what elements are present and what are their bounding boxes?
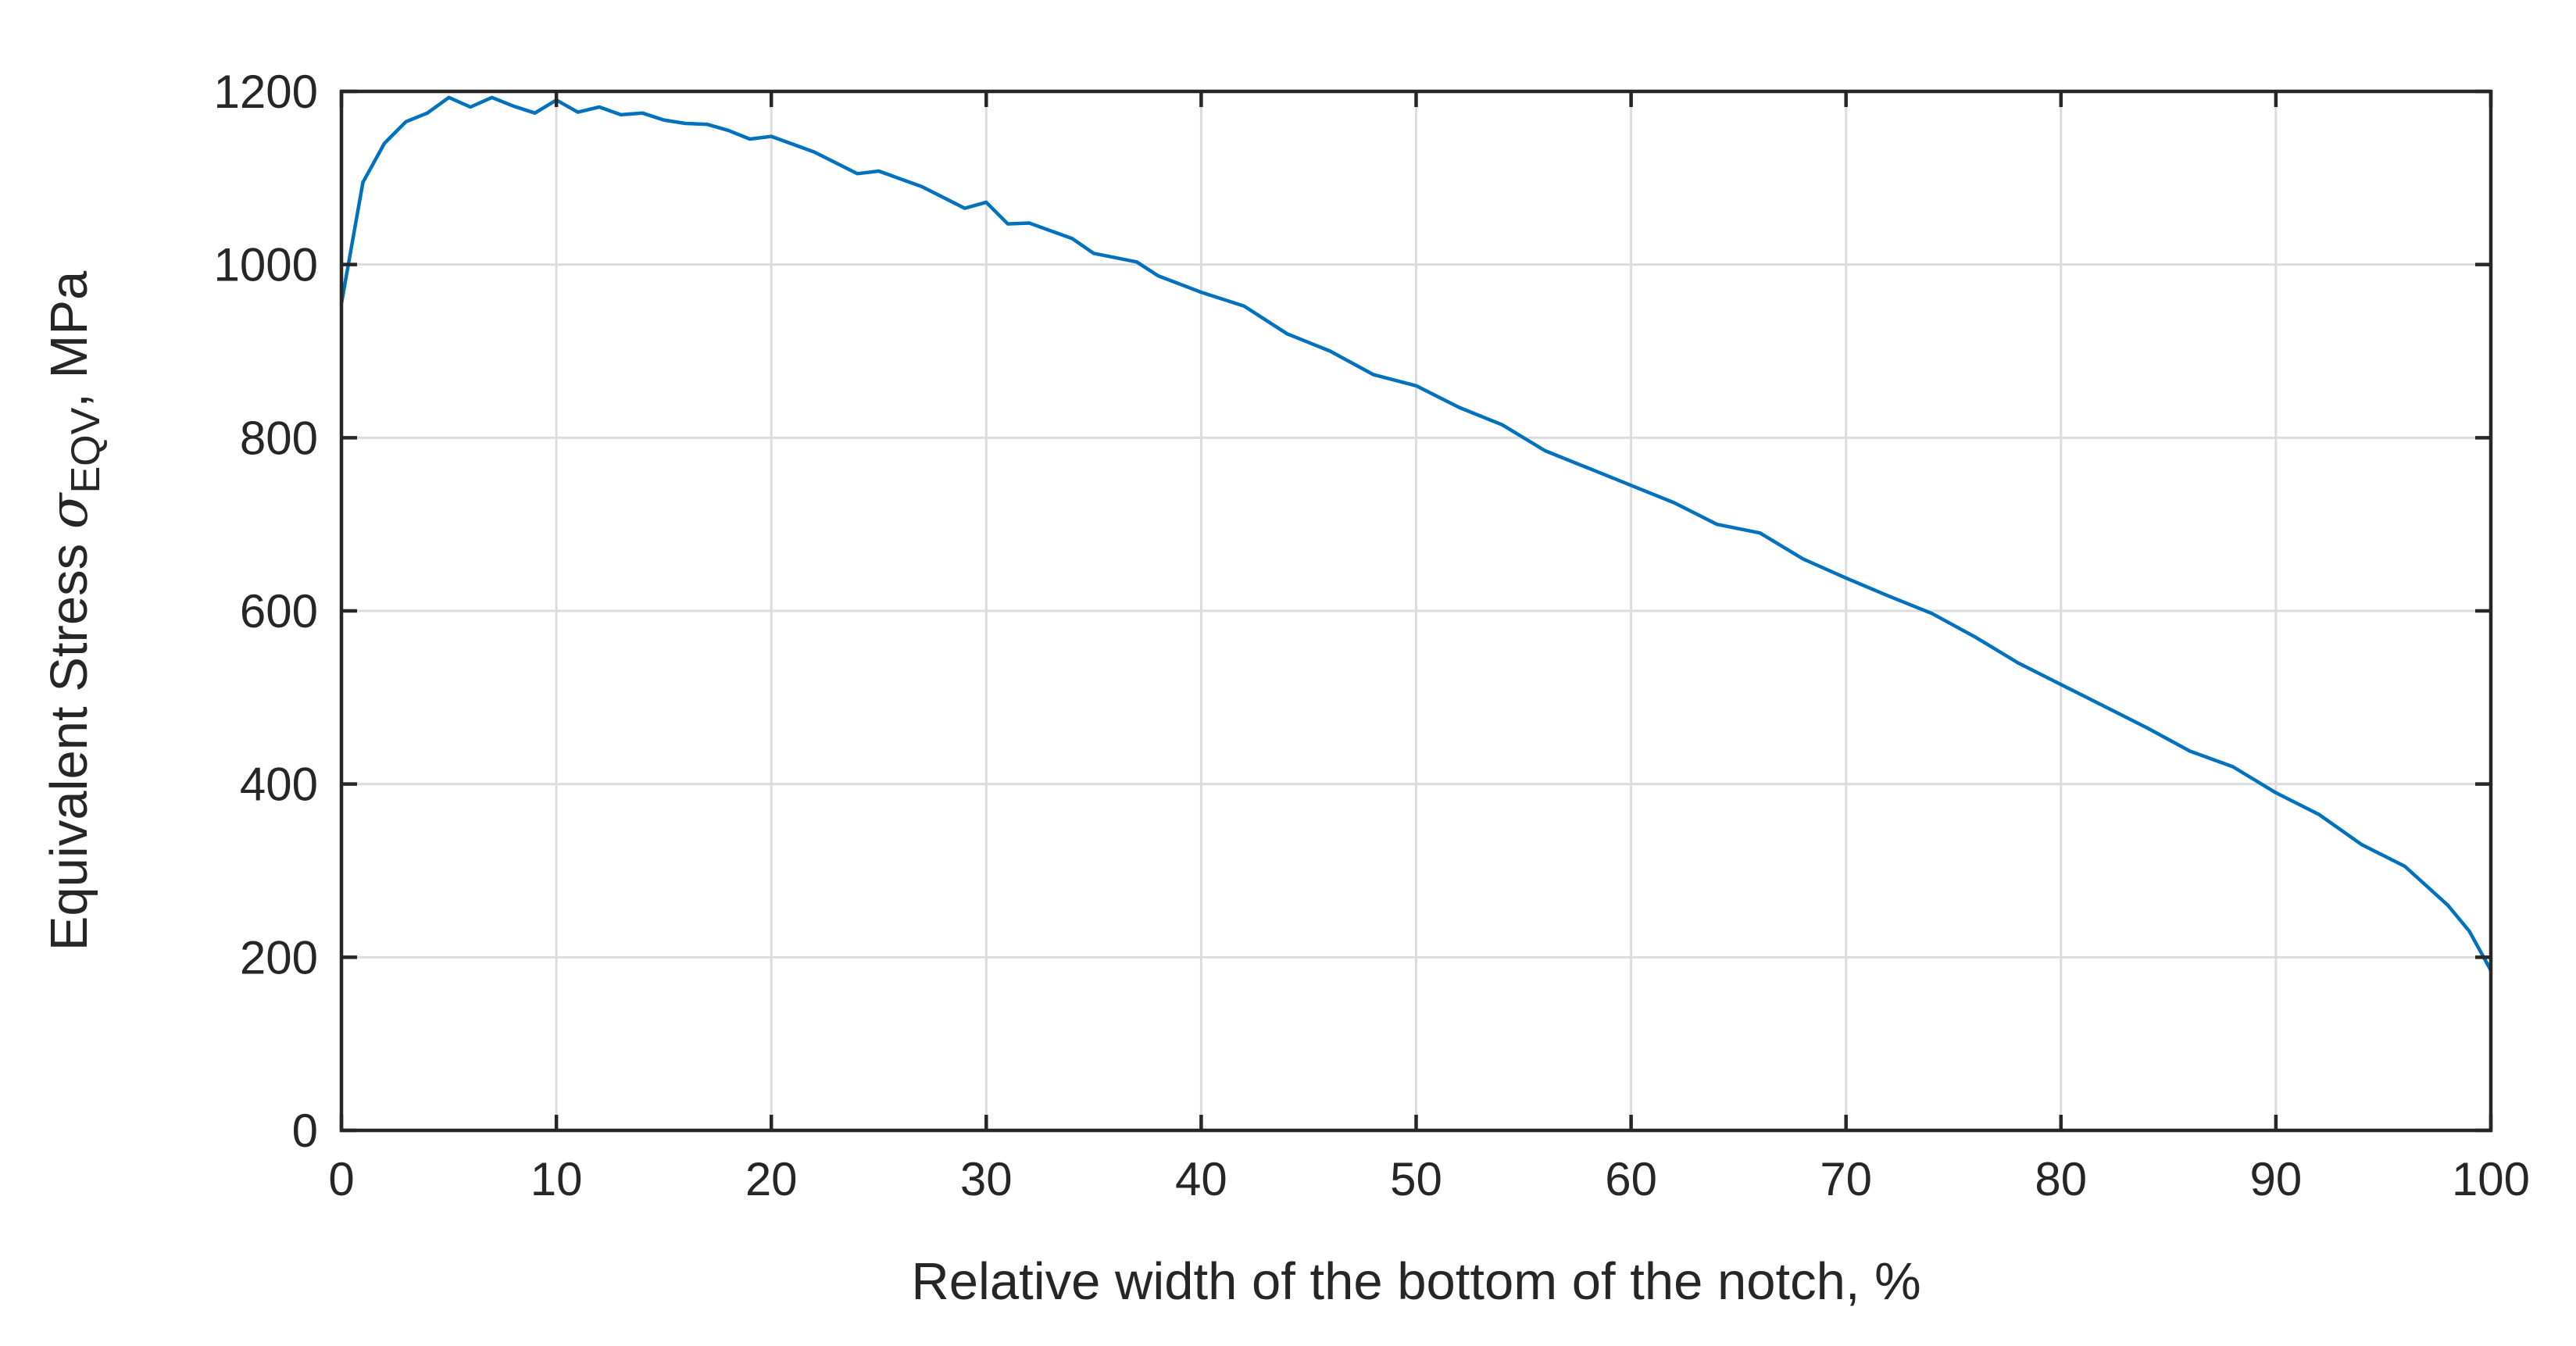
grid-lines (341, 91, 2491, 1130)
x-tick-label: 70 (1820, 1153, 1872, 1205)
x-tick-labels: 0 10 20 30 40 50 60 70 80 90 100 (328, 1153, 2530, 1205)
y-tick-label: 200 (240, 931, 318, 984)
y-tick-label: 800 (240, 412, 318, 464)
y-tick-label: 0 (292, 1105, 318, 1157)
y-tick-label: 600 (240, 585, 318, 637)
y-tick-label: 400 (240, 759, 318, 811)
x-tick-label: 60 (1605, 1153, 1657, 1205)
y-tick-label: 1000 (214, 239, 318, 291)
x-tick-label: 20 (745, 1153, 798, 1205)
x-tick-label: 90 (2250, 1153, 2303, 1205)
x-tick-label: 80 (2035, 1153, 2087, 1205)
x-tick-label: 50 (1390, 1153, 1442, 1205)
y-axis-label-main: Equivalent Stress (40, 529, 98, 951)
y-axis-label-suffix: , MPa (40, 270, 98, 408)
series-line-0 (339, 95, 2492, 972)
tick-marks (339, 89, 2493, 1133)
x-tick-label: 0 (328, 1153, 354, 1205)
y-axis-label-symbol: σ (38, 491, 99, 529)
x-axis-label: Relative width of the bottom of the notc… (911, 1252, 1920, 1311)
x-tick-label: 100 (2452, 1153, 2530, 1205)
y-axis-label: Equivalent Stress σEQV, MPa (38, 270, 109, 951)
x-tick-label: 30 (960, 1153, 1013, 1205)
series-group (339, 95, 2492, 972)
y-axis-label-subscript: EQV (63, 407, 109, 493)
y-tick-label: 1200 (214, 66, 318, 118)
x-tick-label: 10 (531, 1153, 583, 1205)
y-tick-labels: 0 200 400 600 800 1000 1200 (214, 66, 318, 1157)
x-tick-label: 40 (1175, 1153, 1227, 1205)
